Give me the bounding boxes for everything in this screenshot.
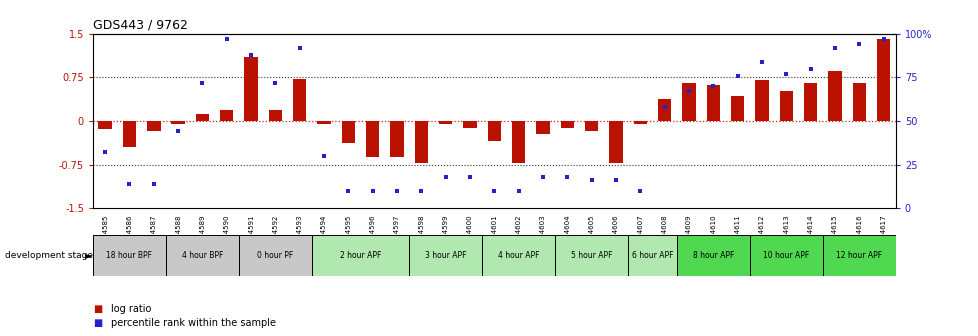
Bar [317,121,331,124]
Bar [657,99,671,121]
Text: 10 hour APF: 10 hour APF [763,251,809,260]
Bar [292,79,306,121]
Bar [147,121,160,131]
Bar [706,85,719,121]
Bar [415,121,427,163]
Text: GDS443 / 9762: GDS443 / 9762 [93,18,188,31]
Bar [608,121,622,163]
Bar [676,235,749,276]
Bar [749,235,822,276]
Bar [555,235,628,276]
Bar [239,235,312,276]
Bar [731,96,743,121]
Bar [487,121,501,141]
Text: ■: ■ [93,304,102,314]
Text: ■: ■ [93,318,102,328]
Bar [585,121,598,131]
Text: 4 hour BPF: 4 hour BPF [182,251,223,260]
Bar [463,121,476,128]
Text: log ratio: log ratio [111,304,151,314]
Bar [827,72,841,121]
Bar [682,83,695,121]
Bar [244,57,257,121]
Bar [269,111,282,121]
Bar [366,121,379,157]
Bar [803,83,817,121]
Bar [99,121,111,129]
Bar [482,235,555,276]
Bar [755,80,768,121]
Text: percentile rank within the sample: percentile rank within the sample [111,318,276,328]
Bar [876,39,889,121]
Bar [409,235,482,276]
Bar [312,235,409,276]
Text: 6 hour APF: 6 hour APF [631,251,673,260]
Bar [628,235,676,276]
Bar [171,121,185,124]
Bar [390,121,403,157]
Bar [511,121,525,163]
Text: 0 hour PF: 0 hour PF [257,251,293,260]
Bar [220,111,233,121]
Text: ►: ► [85,250,93,260]
Text: 5 hour APF: 5 hour APF [570,251,612,260]
Bar [93,235,166,276]
Bar [166,235,239,276]
Bar [341,121,355,143]
Bar [536,121,550,134]
Bar [633,121,646,124]
Text: 12 hour APF: 12 hour APF [835,251,881,260]
Bar [122,121,136,147]
Bar [196,114,209,121]
Bar [560,121,573,128]
Bar [778,91,792,121]
Text: development stage: development stage [5,251,93,260]
Text: 3 hour APF: 3 hour APF [424,251,466,260]
Bar [438,121,452,124]
Bar [822,235,895,276]
Text: 4 hour APF: 4 hour APF [498,251,539,260]
Text: 18 hour BPF: 18 hour BPF [107,251,153,260]
Text: 2 hour APF: 2 hour APF [339,251,380,260]
Bar [852,83,866,121]
Text: 8 hour APF: 8 hour APF [692,251,734,260]
